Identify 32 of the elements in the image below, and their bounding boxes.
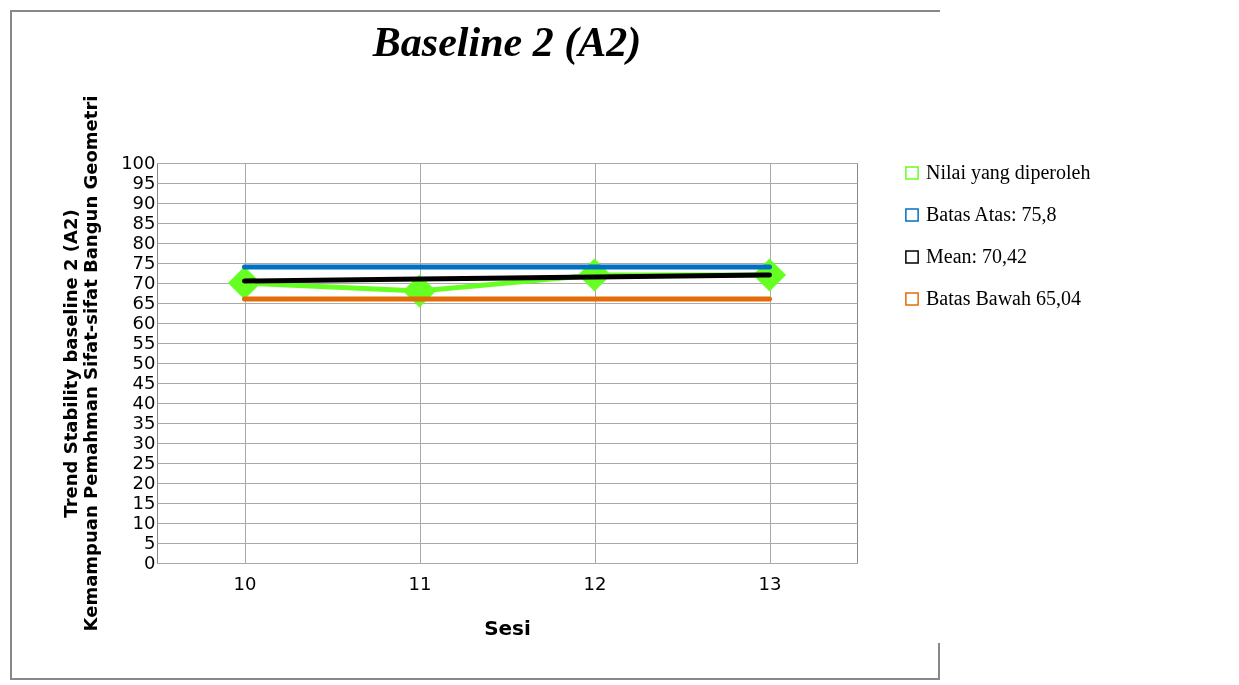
y-tick-label: 50 [132,351,156,373]
x-tick-label: 12 [583,572,607,594]
legend-label: Batas Bawah 65,04 [926,287,1081,309]
y-tick-label: 85 [132,211,156,233]
x-axis-title: Sesi [484,615,531,640]
y-tick-label: 40 [132,391,156,413]
legend-label: Mean: 70,42 [926,245,1028,267]
x-tick-label: 11 [408,572,432,594]
x-tick-label: 13 [758,572,782,594]
y-tick-label: 0 [144,551,156,573]
y-axis-title: Trend Stability baseline 2 (A2) Kemampuan Pemahman Sifat-sifat Bangun Geometri [60,95,102,632]
y-tick-label: 80 [132,231,156,253]
y-tick-label: 20 [132,471,156,493]
y-tick-label: 90 [132,191,156,213]
y-tick-label: 55 [132,331,156,353]
y-tick-label: 100 [121,151,156,173]
x-tick-label: 10 [233,572,257,594]
y-tick-label: 10 [132,511,156,533]
y-tick-label: 60 [132,311,156,333]
chart-title: Baseline 2 (A2) [371,19,642,67]
legend-label: Batas Atas: 75,8 [926,203,1057,225]
y-tick-label: 95 [132,171,156,193]
y-tick-label: 35 [132,411,156,433]
y-tick-label: 65 [132,291,156,313]
y-tick-label: 25 [132,451,156,473]
y-tick-label: 15 [132,491,156,513]
y-tick-label: 70 [132,271,156,293]
y-tick-label: 45 [132,371,156,393]
legend-label: Nilai yang diperoleh [926,161,1091,184]
y-tick-label: 75 [132,251,156,273]
y-tick-label: 30 [132,431,156,453]
y-tick-label: 5 [144,531,156,553]
